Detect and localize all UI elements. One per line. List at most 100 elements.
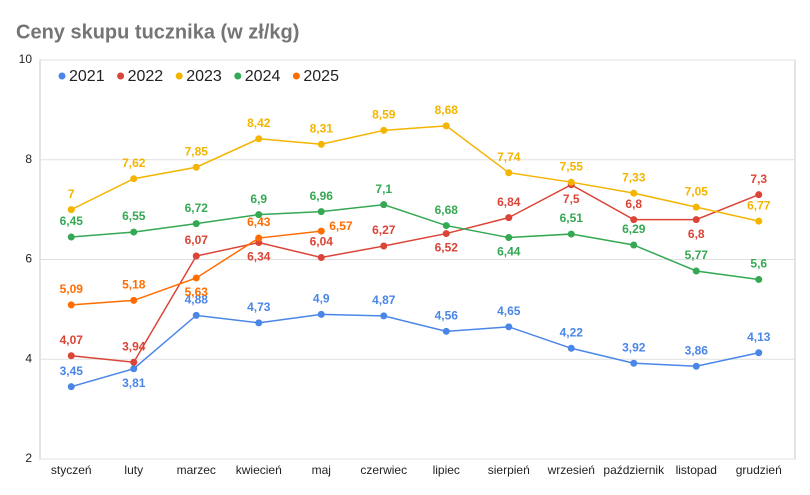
data-point	[505, 323, 513, 331]
series-line	[70, 125, 759, 222]
data-label: 6,29	[622, 222, 646, 236]
data-point	[192, 220, 200, 228]
data-point	[255, 319, 263, 327]
legend-marker	[234, 72, 242, 80]
data-label: 5,77	[685, 248, 709, 262]
data-point	[755, 217, 763, 225]
data-label: 6,77	[747, 198, 771, 212]
data-point	[192, 311, 200, 319]
data-point	[380, 126, 388, 134]
data-label: 6,34	[247, 250, 271, 264]
series-line	[71, 183, 760, 364]
data-point	[380, 201, 388, 209]
data-point	[692, 203, 700, 211]
y-tick-label: 2	[25, 451, 32, 465]
data-point	[67, 206, 75, 214]
data-label: 4,87	[372, 293, 396, 307]
data-point	[567, 178, 575, 186]
data-label: 6,8	[688, 227, 705, 241]
data-label: 6,44	[497, 245, 521, 259]
data-point	[505, 214, 513, 222]
data-label: 7	[68, 187, 75, 201]
x-tick-label: grudzień	[736, 463, 782, 477]
data-point	[442, 230, 450, 238]
data-point	[630, 189, 638, 197]
data-point	[317, 208, 325, 216]
data-label: 5,63	[185, 285, 209, 299]
data-label: 7,33	[622, 170, 646, 184]
data-point	[755, 349, 763, 357]
data-label: 3,92	[622, 340, 646, 354]
data-point	[317, 227, 325, 235]
data-point	[317, 140, 325, 148]
data-point	[692, 362, 700, 370]
data-label: 7,74	[497, 150, 521, 164]
x-tick-label: lipiec	[433, 463, 460, 477]
data-point	[630, 216, 638, 224]
data-label: 4,56	[435, 308, 459, 322]
data-point	[692, 216, 700, 224]
legend-label: 2025	[303, 68, 339, 85]
y-tick-label: 10	[19, 52, 33, 66]
data-point	[755, 275, 763, 283]
data-point	[692, 267, 700, 275]
data-label: 7,5	[563, 192, 580, 206]
data-point	[567, 344, 575, 352]
x-tick-label: czerwiec	[360, 463, 407, 477]
data-label: 4,73	[247, 300, 271, 314]
data-label: 8,42	[247, 116, 271, 130]
data-point	[67, 352, 75, 360]
x-tick-label: maj	[312, 463, 331, 477]
data-label: 5,6	[750, 257, 767, 271]
data-point	[192, 163, 200, 171]
data-label: 7,1	[375, 182, 392, 196]
chart-title: Ceny skupu tucznika (w zł/kg)	[16, 21, 299, 43]
data-label: 7,85	[185, 144, 209, 158]
data-label: 6,43	[247, 215, 271, 229]
data-point	[505, 169, 513, 177]
legend-label: 2021	[69, 68, 105, 85]
data-label: 6,07	[185, 233, 209, 247]
data-label: 8,31	[310, 121, 334, 135]
data-point	[192, 252, 200, 260]
x-tick-label: wrzesień	[547, 463, 595, 477]
data-point	[67, 233, 75, 241]
legend-marker	[117, 72, 125, 80]
data-label: 7,55	[560, 159, 584, 173]
data-label: 7,05	[685, 184, 709, 198]
y-tick-label: 4	[25, 351, 32, 365]
x-tick-label: kwiecień	[236, 463, 282, 477]
data-label: 4,88	[185, 293, 209, 307]
data-label: 4,13	[747, 330, 771, 344]
data-label: 4,9	[313, 292, 330, 306]
data-point	[755, 191, 763, 199]
data-point	[255, 234, 263, 242]
data-label: 6,84	[497, 195, 521, 209]
x-tick-label: marzec	[177, 463, 216, 477]
legend-label: 2022	[128, 68, 164, 85]
data-label: 3,45	[60, 364, 84, 378]
data-label: 6,9	[250, 192, 267, 206]
data-label: 6,27	[372, 223, 396, 237]
x-tick-label: sierpień	[488, 463, 530, 477]
x-tick-label: styczeń	[51, 463, 92, 477]
data-label: 8,59	[372, 107, 396, 121]
data-label: 3,81	[122, 376, 146, 390]
data-label: 6,96	[310, 189, 334, 203]
data-label: 6,45	[60, 214, 84, 228]
y-tick-label: 6	[25, 252, 32, 266]
data-point	[317, 254, 325, 262]
data-label: 5,09	[60, 282, 84, 296]
series-line	[71, 203, 759, 281]
data-label: 6,51	[560, 211, 584, 225]
data-label: 3,86	[685, 343, 709, 357]
y-tick-label: 8	[25, 152, 32, 166]
data-point	[130, 175, 138, 183]
data-point	[380, 312, 388, 320]
data-point	[255, 211, 263, 219]
data-point	[255, 135, 263, 143]
data-label: 6,57	[329, 219, 353, 233]
data-point	[130, 228, 138, 236]
